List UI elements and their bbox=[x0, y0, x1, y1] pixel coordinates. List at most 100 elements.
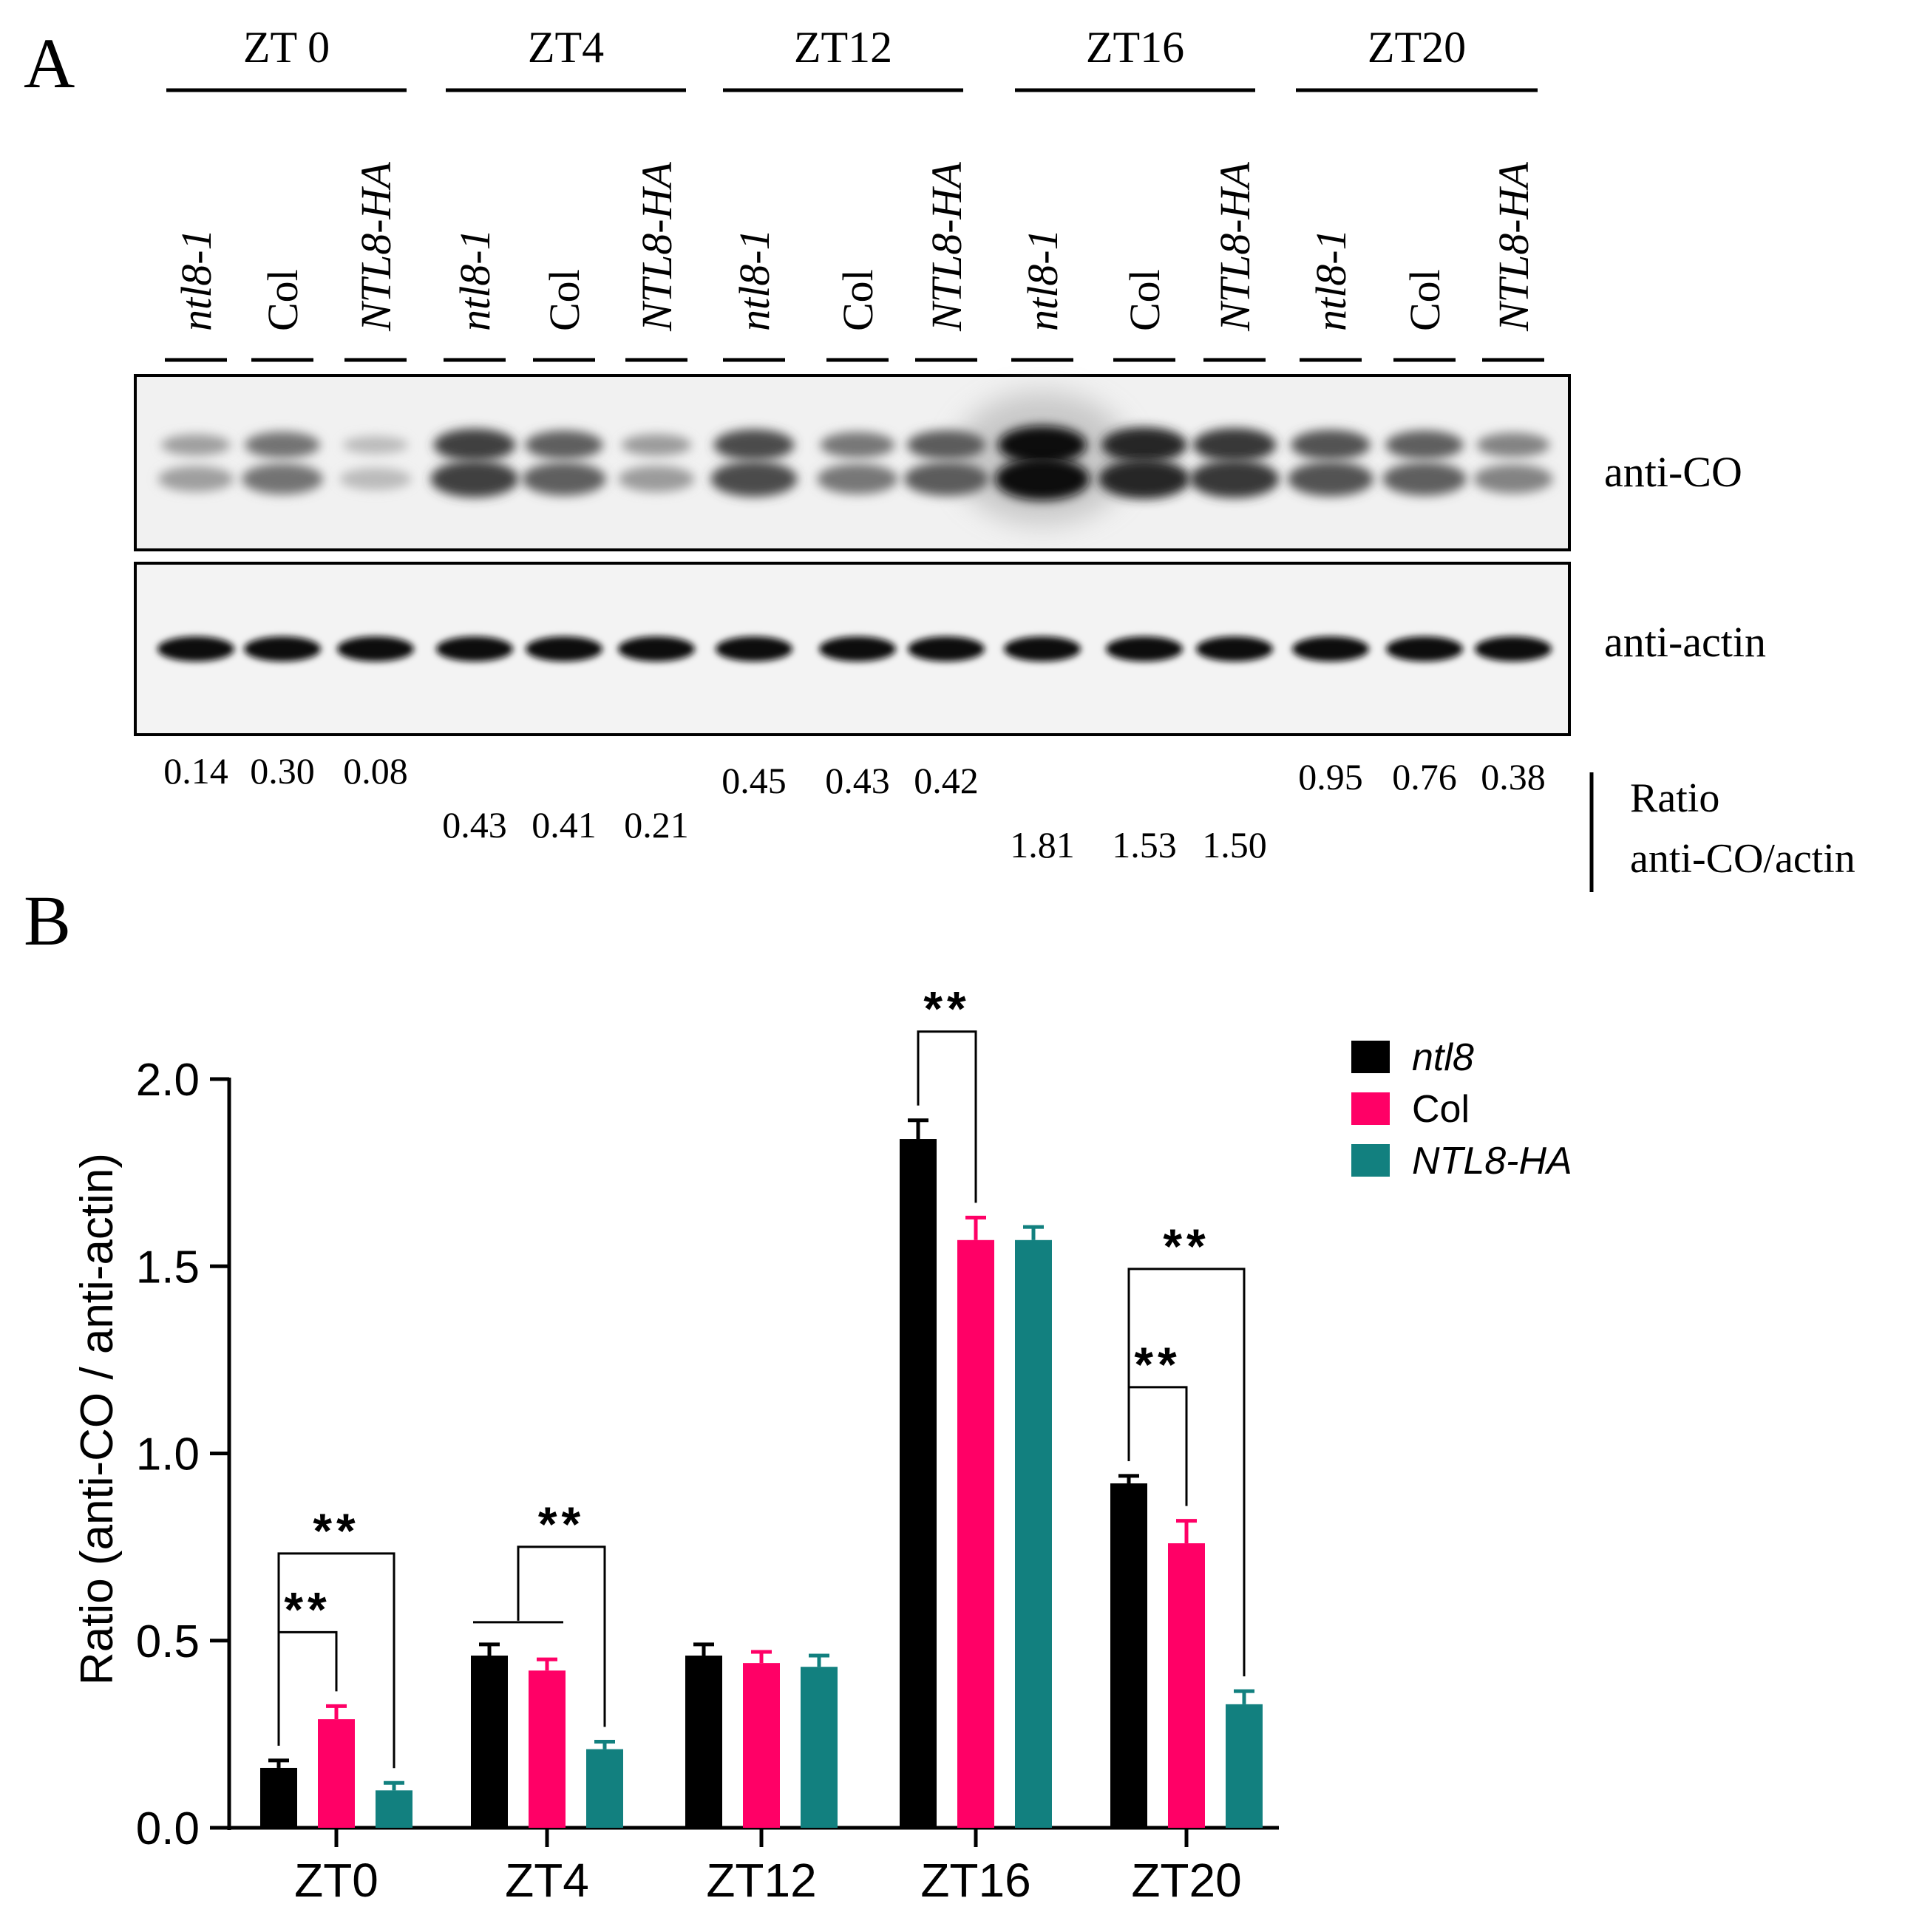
lane-label: ntl8-1 bbox=[451, 228, 499, 331]
co-band-upper bbox=[1385, 430, 1464, 460]
actin-band bbox=[1004, 636, 1081, 661]
ratio-value: 0.42 bbox=[914, 760, 979, 801]
co-band-lower bbox=[1098, 458, 1190, 500]
significance-label: ** bbox=[1134, 1337, 1181, 1392]
legend-swatch bbox=[1351, 1092, 1390, 1125]
co-band-upper bbox=[1476, 432, 1550, 458]
lane-label: ntl8-1 bbox=[730, 228, 778, 331]
actin-band bbox=[618, 636, 695, 661]
bar bbox=[376, 1790, 412, 1828]
bar-chart: 0.0 0.5 1.0 1.5 2.0 ZT0 ZT4 ZT12 ZT16 ZT20 ** ** *… bbox=[72, 982, 1279, 1907]
lane-label: Col bbox=[1401, 269, 1449, 331]
co-band-upper bbox=[1291, 429, 1371, 460]
co-band-lower bbox=[1382, 462, 1467, 496]
significance-label: ** bbox=[538, 1497, 585, 1551]
co-band-upper bbox=[820, 432, 895, 458]
ratio-value: 1.53 bbox=[1112, 824, 1177, 865]
actin-blot bbox=[134, 562, 1571, 736]
bar bbox=[900, 1139, 937, 1828]
timepoint-header: ZT12 bbox=[794, 23, 892, 72]
ratio-value: 1.81 bbox=[1010, 824, 1075, 865]
co-band-lower bbox=[430, 460, 519, 497]
actin-band bbox=[1475, 636, 1552, 661]
bar bbox=[743, 1663, 780, 1828]
significance-label: ** bbox=[923, 982, 970, 1036]
bar bbox=[1226, 1704, 1263, 1828]
actin-band bbox=[1196, 636, 1273, 661]
ratio-value: 0.95 bbox=[1298, 756, 1363, 797]
co-band-lower bbox=[618, 466, 695, 492]
bar bbox=[586, 1749, 623, 1828]
legend-entry: NTL8-HA bbox=[1412, 1140, 1572, 1183]
lane-label: Col bbox=[1121, 269, 1169, 331]
legend-entry: ntl8 bbox=[1412, 1036, 1474, 1079]
co-band-upper bbox=[342, 435, 409, 455]
actin-band bbox=[1106, 636, 1183, 661]
lane-label: Col bbox=[259, 269, 307, 331]
ratio-value: 0.08 bbox=[343, 750, 408, 792]
co-blot-frame bbox=[134, 374, 1571, 551]
x-tick-label: ZT12 bbox=[706, 1854, 816, 1907]
ratio-value: 0.41 bbox=[532, 804, 597, 846]
ratio-value: 0.14 bbox=[163, 750, 228, 792]
co-band-upper bbox=[621, 434, 692, 456]
lane-label: Col bbox=[834, 269, 882, 331]
y-tick-label: 1.0 bbox=[136, 1429, 200, 1480]
bar bbox=[529, 1670, 566, 1828]
co-band-lower bbox=[1189, 460, 1280, 498]
co-band-lower bbox=[1288, 461, 1373, 497]
lane-label: Col bbox=[540, 269, 588, 331]
legend-entry: Col bbox=[1412, 1088, 1470, 1131]
panel-a: A ZT 0 ZT4 ZT12 ZT16 ZT20 ntl8-1 Col NTL8-HA nt… bbox=[24, 23, 1855, 892]
ratio-value: 0.38 bbox=[1481, 756, 1546, 797]
co-band-lower bbox=[995, 458, 1090, 500]
panel-a-label: A bbox=[24, 24, 75, 103]
co-bands bbox=[157, 392, 1553, 525]
timepoint-header: ZT 0 bbox=[243, 23, 330, 72]
x-tick-label: ZT20 bbox=[1131, 1854, 1241, 1907]
ratio-value: 0.76 bbox=[1392, 756, 1457, 797]
bar bbox=[1110, 1483, 1147, 1828]
significance-label: ** bbox=[284, 1582, 330, 1636]
x-tick-label: ZT0 bbox=[294, 1854, 378, 1907]
bars bbox=[260, 1118, 1263, 1828]
actin-band bbox=[908, 636, 985, 661]
co-band-upper bbox=[906, 430, 986, 460]
actin-band bbox=[526, 636, 602, 661]
co-band-lower bbox=[817, 463, 898, 494]
actin-band bbox=[436, 636, 513, 661]
ratio-value: 0.43 bbox=[442, 804, 507, 846]
actin-band bbox=[337, 636, 414, 661]
co-band-lower bbox=[339, 467, 412, 491]
legend: ntl8 Col NTL8-HA bbox=[1351, 1036, 1572, 1183]
ratio-label-line1: Ratio bbox=[1630, 775, 1719, 821]
co-band-upper bbox=[160, 434, 231, 456]
lane-label: NTL8-HA bbox=[1211, 162, 1259, 332]
actin-bands bbox=[157, 636, 1552, 661]
y-axis: 0.0 0.5 1.0 1.5 2.0 bbox=[136, 1055, 231, 1854]
x-tick-label: ZT16 bbox=[920, 1854, 1030, 1907]
y-tick-label: 1.5 bbox=[136, 1242, 200, 1293]
lane-label: NTL8-HA bbox=[633, 162, 681, 332]
lane-label: ntl8-1 bbox=[1019, 228, 1067, 331]
panel-b-label: B bbox=[24, 881, 71, 960]
lane-labels: ntl8-1 Col NTL8-HA ntl8-1 Col NTL8-HA ntl8-1 Co… bbox=[165, 162, 1544, 362]
ratio-value: 0.21 bbox=[624, 804, 689, 846]
actin-band bbox=[1292, 636, 1369, 661]
co-band-upper bbox=[1192, 428, 1277, 462]
lane-label: NTL8-HA bbox=[352, 162, 400, 332]
timepoint-header: ZT16 bbox=[1086, 23, 1184, 72]
co-blot bbox=[134, 374, 1571, 551]
bar bbox=[801, 1667, 838, 1828]
y-tick-label: 2.0 bbox=[136, 1055, 200, 1106]
y-tick-label: 0.5 bbox=[136, 1616, 200, 1667]
lane-label: NTL8-HA bbox=[1490, 162, 1538, 332]
significance-bracket bbox=[1127, 1268, 1246, 1677]
bar bbox=[318, 1719, 355, 1828]
ratio-label-line2: anti-CO/actin bbox=[1630, 836, 1855, 882]
y-tick-label: 0.0 bbox=[136, 1803, 200, 1854]
significance-label: ** bbox=[1163, 1219, 1209, 1273]
x-tick-label: ZT4 bbox=[505, 1854, 589, 1907]
legend-swatch bbox=[1351, 1144, 1390, 1177]
